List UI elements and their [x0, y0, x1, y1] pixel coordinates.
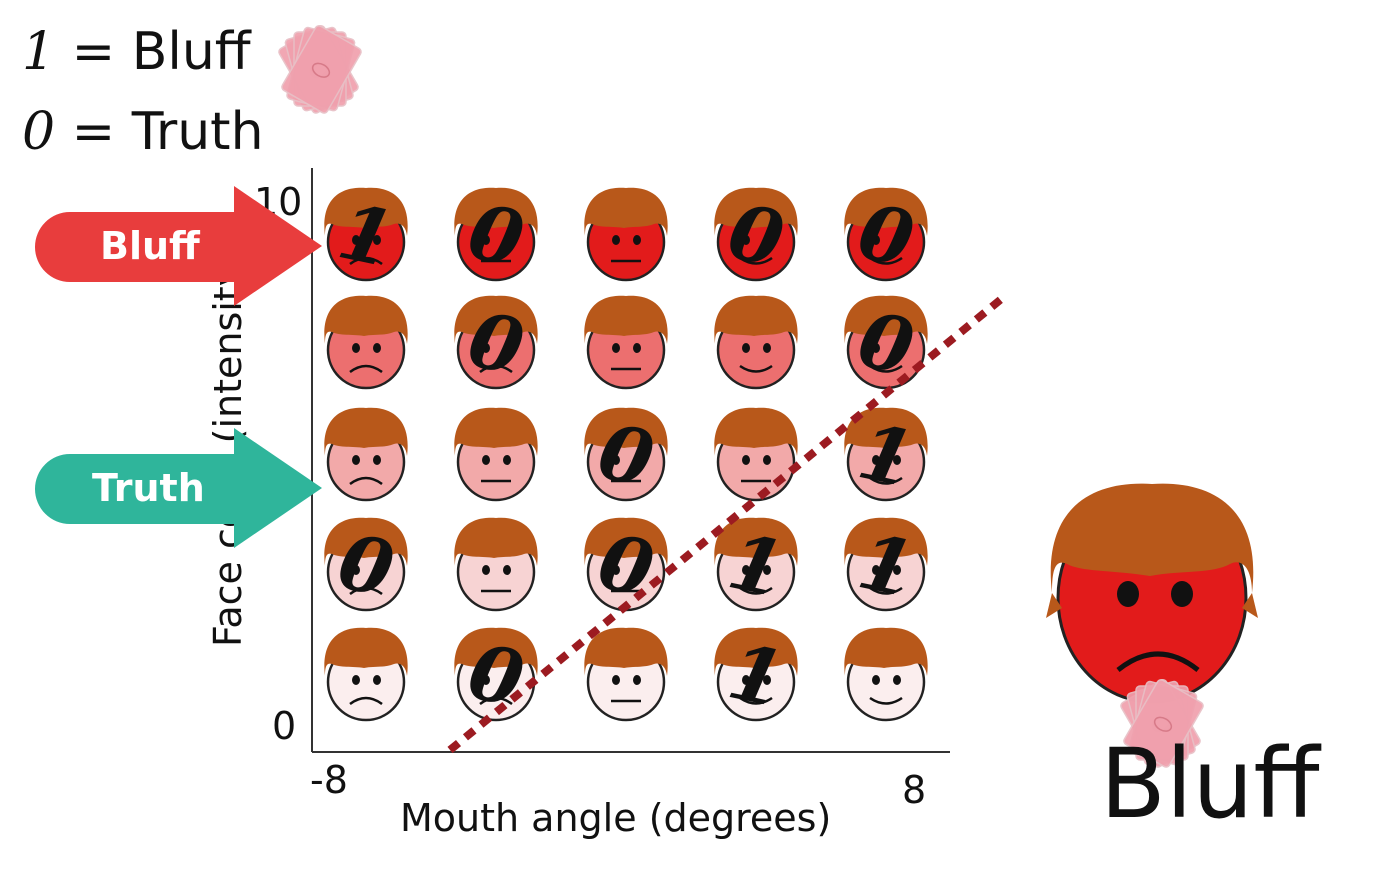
face-item: 1 — [714, 516, 798, 615]
legend-bluff-text: = Bluff — [71, 22, 251, 82]
truth-arrow-label: Truth — [92, 466, 205, 510]
example-mouth — [1116, 651, 1200, 672]
face-item — [454, 407, 538, 502]
face-item: 1 — [844, 406, 928, 505]
face-item — [584, 295, 668, 390]
face-item: 1 — [324, 186, 408, 285]
face-grid: 1 0 0 00 00 10 0 1 10 1 — [324, 186, 928, 725]
face-item — [714, 407, 798, 502]
example-right-eye — [1171, 581, 1193, 607]
face-item: 0 — [454, 294, 538, 393]
face-item — [324, 627, 408, 722]
face-item — [584, 627, 668, 722]
x-max-label: 8 — [902, 768, 927, 812]
legend-truth-text: = Truth — [71, 102, 264, 162]
bluff-arrow-label: Bluff — [100, 224, 200, 268]
playing-card — [1123, 679, 1204, 768]
x-axis-title: Mouth angle (degrees) — [400, 796, 832, 840]
face-item: 0 — [324, 516, 408, 615]
bluff-arrow — [35, 186, 322, 306]
face-item — [714, 295, 798, 390]
playing-card — [281, 25, 362, 114]
face-item — [584, 187, 668, 282]
face-item — [324, 295, 408, 390]
x-min-label: -8 — [310, 758, 348, 802]
face-item: 1 — [844, 516, 928, 615]
face-item: 0 — [844, 294, 928, 393]
face-item: 0 — [844, 186, 928, 285]
face-item — [454, 517, 538, 612]
face-item: 0 — [584, 406, 668, 505]
legend-truth-digit: 0 — [22, 102, 56, 162]
legend-bluff: 1 = Bluff — [22, 22, 251, 82]
y-min-label: 0 — [272, 704, 297, 748]
truth-arrow — [35, 428, 322, 548]
card-fan-icon — [278, 25, 362, 114]
legend-truth: 0 = Truth — [22, 102, 264, 162]
example-label: Bluff — [1100, 728, 1320, 840]
face-item: 0 — [584, 516, 668, 615]
legend-bluff-digit: 1 — [22, 22, 56, 82]
example-left-eye — [1117, 581, 1139, 607]
card-fan-icon — [1120, 679, 1204, 768]
face-item: 0 — [454, 186, 538, 285]
face-item: 0 — [714, 186, 798, 285]
face-item — [844, 627, 928, 722]
face-item: 1 — [714, 626, 798, 725]
face-item — [324, 407, 408, 502]
example-face — [1046, 483, 1258, 704]
